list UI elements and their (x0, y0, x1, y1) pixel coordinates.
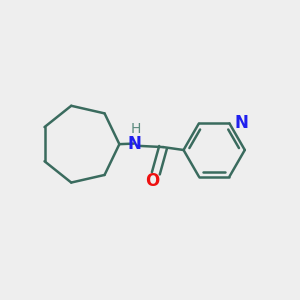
Text: N: N (235, 115, 249, 133)
Text: H: H (130, 122, 141, 136)
Text: N: N (127, 135, 141, 153)
Text: O: O (145, 172, 160, 190)
